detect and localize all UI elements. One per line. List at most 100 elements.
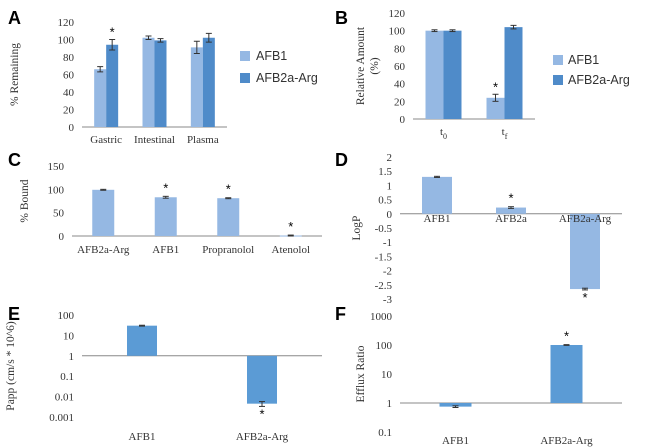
y-tick-label: 1000 [370, 311, 393, 323]
legend-swatch [240, 51, 250, 61]
x-tick-label: AFB2a-Arg [236, 431, 289, 443]
y-tick-label: 60 [63, 70, 75, 82]
y-tick-label: 80 [63, 52, 75, 64]
y-tick-label: 60 [394, 61, 406, 73]
x-tick-label: Intestinal [134, 134, 175, 146]
y-tick-label: 1.5 [378, 166, 392, 178]
y-tick-label: 100 [58, 310, 75, 322]
y-tick-label: 0 [69, 122, 75, 134]
y-tick-label: -1 [383, 237, 392, 249]
y-tick-label: 40 [63, 87, 75, 99]
x-tick-label: AFB1 [152, 244, 179, 256]
significance-star: * [493, 79, 498, 94]
significance-star: * [508, 191, 513, 206]
y-tick-label: 120 [389, 8, 406, 20]
bar [247, 355, 277, 404]
x-tick-label: AFB2a-Arg [559, 213, 612, 225]
y-axis-label: % Bound [19, 179, 31, 222]
y-tick-label: 20 [63, 105, 75, 117]
y-tick-label: 0.5 [378, 195, 392, 207]
bar [550, 345, 583, 403]
y-tick-label: 2 [387, 152, 393, 164]
x-tick-label: tf [502, 126, 508, 141]
panel-label-b: B [335, 8, 348, 28]
y-tick-label: 100 [58, 35, 75, 47]
x-tick-label: AFB2a-Arg [77, 244, 130, 256]
y-axis-label: Relative Amount (%) [355, 26, 381, 105]
y-tick-label: 40 [394, 79, 406, 91]
bar [154, 40, 167, 127]
legend-swatch [553, 75, 563, 85]
y-tick-label: 50 [53, 208, 65, 220]
legend-label: AFB2a-Arg [568, 73, 630, 87]
y-tick-label: 100 [389, 26, 406, 38]
panel-label-c: C [8, 150, 21, 170]
y-tick-label: 100 [48, 184, 65, 196]
y-tick-label: -2.5 [375, 280, 393, 292]
significance-star: * [259, 406, 264, 421]
y-tick-label: 0.1 [378, 427, 392, 439]
bar [142, 37, 155, 127]
significance-star: * [110, 25, 115, 40]
y-axis-label: % Remaining [9, 43, 21, 106]
bar [422, 176, 452, 214]
significance-star: * [582, 290, 587, 305]
bar [190, 47, 203, 127]
legend-label: AFB1 [256, 49, 287, 63]
bar [92, 189, 115, 236]
x-tick-label: AFB1 [129, 431, 156, 443]
bar [202, 37, 215, 127]
bar [154, 197, 177, 236]
x-tick-label: Propranolol [202, 244, 254, 256]
bar [106, 44, 119, 127]
y-tick-label: 100 [376, 340, 393, 352]
bar [443, 30, 462, 120]
bar [217, 198, 240, 236]
y-tick-label: -3 [383, 294, 393, 306]
y-tick-label: 80 [394, 43, 406, 55]
y-tick-label: 0 [387, 209, 393, 221]
panel-label-e: E [8, 304, 20, 324]
significance-star: * [564, 329, 569, 344]
y-tick-label: 1 [69, 351, 75, 363]
legend-label: AFB2a-Arg [256, 71, 318, 85]
y-tick-label: 10 [381, 369, 393, 381]
bar [94, 69, 107, 127]
y-axis-label: Efflux Ratio [355, 345, 367, 402]
y-tick-label: 150 [48, 161, 65, 173]
bar [570, 213, 600, 290]
y-tick-label: -1.5 [375, 251, 393, 263]
y-tick-label: 20 [394, 96, 406, 108]
x-tick-label: AFB1 [442, 435, 469, 447]
y-tick-label: 0 [59, 231, 65, 243]
y-tick-label: 10 [63, 330, 75, 342]
bar [496, 207, 526, 214]
significance-star: * [163, 180, 168, 195]
y-tick-label: -2 [383, 266, 392, 278]
y-tick-label: 120 [58, 17, 75, 29]
x-tick-label: t0 [440, 126, 447, 141]
significance-star: * [288, 219, 293, 234]
legend-swatch [240, 73, 250, 83]
x-tick-label: Plasma [187, 134, 219, 146]
y-tick-label: 0.01 [55, 392, 74, 404]
y-tick-label: 0.001 [49, 412, 74, 424]
panel-label-a: A [8, 8, 21, 28]
x-tick-label: Gastric [90, 134, 122, 146]
bar [486, 97, 505, 119]
bar [425, 30, 444, 120]
y-tick-label: 1 [387, 180, 393, 192]
x-tick-label: AFB1 [424, 213, 451, 225]
x-tick-label: AFB2a [495, 213, 527, 225]
y-tick-label: 1 [387, 398, 393, 410]
bar [504, 27, 523, 120]
y-tick-label: 0 [400, 114, 406, 126]
significance-star: * [226, 182, 231, 197]
y-tick-label: 0.1 [60, 371, 74, 383]
x-tick-label: Atenolol [272, 244, 311, 256]
legend-label: AFB1 [568, 53, 599, 67]
panel-label-d: D [335, 150, 348, 170]
bar [127, 325, 157, 356]
